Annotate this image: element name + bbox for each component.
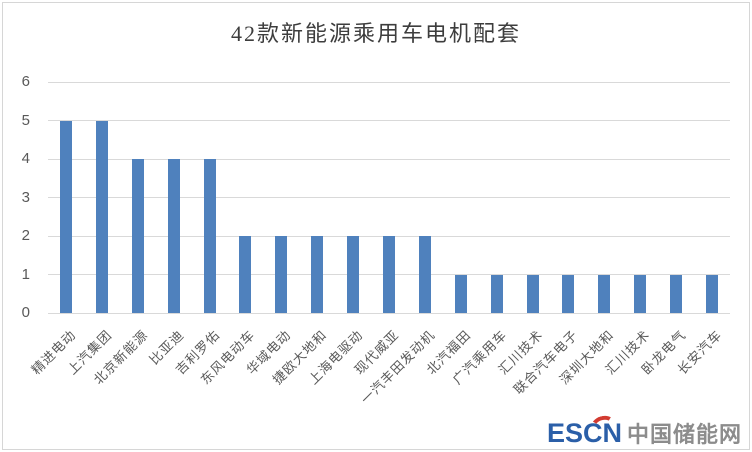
- bar: [347, 236, 360, 313]
- bar-slot: [192, 82, 228, 313]
- x-axis: 精进电动 上汽集团 北京新能源 比亚迪 吉利罗佑 东风电动车 华域电动 捷欧大地和 上海电驱动现…: [28, 313, 730, 433]
- bar-slot: [84, 82, 120, 313]
- bar: [131, 159, 144, 313]
- bar: [670, 274, 683, 313]
- bar-slot: [479, 82, 515, 313]
- bar: [167, 159, 180, 313]
- gridline: [48, 312, 730, 314]
- bars-layer: [48, 82, 730, 313]
- bar-slot: [335, 82, 371, 313]
- bar-slot: [515, 82, 551, 313]
- bar-slot: [658, 82, 694, 313]
- bar: [382, 236, 395, 313]
- bar: [705, 274, 718, 313]
- bar: [95, 120, 108, 313]
- plot-area: [48, 81, 730, 314]
- bar: [526, 274, 539, 313]
- bar: [239, 236, 252, 313]
- gridline: [48, 81, 730, 83]
- y-tick-label: 6: [21, 73, 30, 90]
- y-tick-label: 3: [21, 188, 30, 206]
- y-tick-label: 1: [21, 265, 30, 283]
- y-tick-label: 2: [21, 227, 30, 244]
- bar-slot: [694, 82, 730, 313]
- bar: [634, 274, 647, 313]
- bar-slot: [586, 82, 622, 313]
- bar-slot: [443, 82, 479, 313]
- bar-slot: [263, 82, 299, 313]
- bar-slot: [48, 82, 84, 313]
- bar-slot: [299, 82, 335, 313]
- bar-slot: [227, 82, 263, 313]
- gridline: [48, 197, 730, 198]
- bar: [203, 159, 216, 313]
- bar: [562, 274, 575, 313]
- bar: [598, 274, 611, 313]
- x-slot: 北京新能源: [90, 313, 156, 433]
- bar-slot: [371, 82, 407, 313]
- bar-slot: [120, 82, 156, 313]
- bar-slot: [622, 82, 658, 313]
- bar: [275, 236, 288, 313]
- chart-title: 42款新能源乘用车电机配套: [230, 21, 521, 46]
- bar: [59, 120, 72, 313]
- watermark-logo: ESCN 中国储能网: [546, 413, 742, 449]
- y-tick-label: 5: [21, 111, 30, 129]
- y-tick-label: 4: [21, 150, 30, 167]
- bar: [418, 236, 431, 313]
- bar-slot: [407, 82, 443, 313]
- bar-slot: [550, 82, 586, 313]
- chinese-logo-text: 中国储能网: [626, 422, 742, 447]
- y-axis: 0 1 2 3 4 5 6: [0, 73, 38, 321]
- bar: [311, 236, 324, 313]
- x-slot: 长安汽车: [674, 313, 730, 433]
- bar-slot: [156, 82, 192, 313]
- gridline: [48, 158, 730, 160]
- y-tick-label: 0: [21, 304, 30, 321]
- bar: [490, 274, 503, 313]
- escn-logo-text: ESCN: [546, 418, 622, 448]
- bar: [454, 274, 467, 313]
- gridline: [48, 120, 730, 121]
